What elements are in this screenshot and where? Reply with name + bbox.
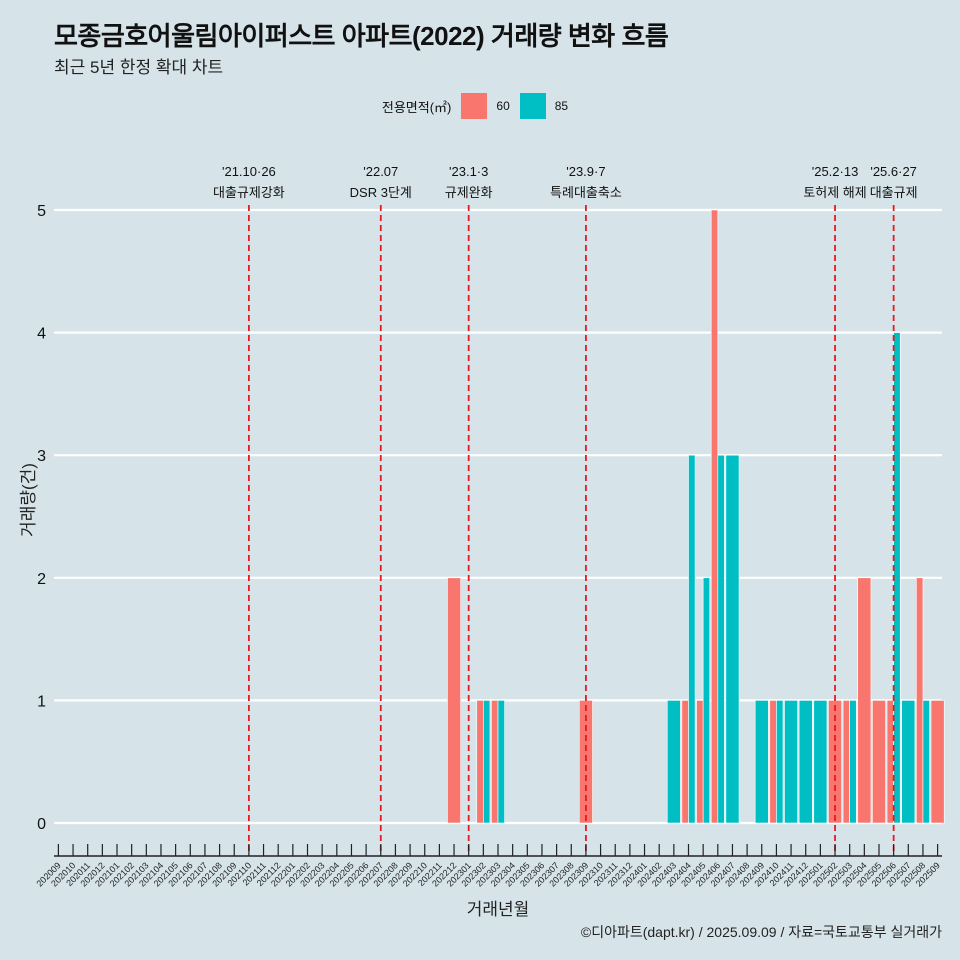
legend-item-85: 85 [519,93,569,119]
bar-60-202509 [930,700,945,824]
event-label-202207: DSR 3단계 [350,185,412,200]
bar-85-202503 [849,700,857,824]
legend-swatch-85 [519,93,546,119]
bar-60-202503 [842,700,850,824]
event-label-202301: 규제완화 [445,185,493,200]
chart-subtitle: 최근 5년 한정 확대 차트 [54,58,224,77]
bar-85-202406 [717,454,725,824]
source-caption: ©디아파트(dapt.kr) / 2025.09.09 / 자료=국토교통부 실… [580,924,942,940]
bar-60-202302 [476,700,484,824]
bar-60-202506 [886,700,894,824]
legend-title: 전용면적(㎡) [381,99,452,115]
event-date-202309: '23.9·7 [566,164,605,179]
bar-60-202504 [857,577,872,824]
bar-85-202303 [497,700,505,824]
bar-85-202404 [688,454,696,824]
bar-85-202407 [725,454,740,824]
y-axis-title: 거래량(건) [19,463,38,537]
event-label-202502: 토허제 해제 [803,185,866,200]
bar-85-202506 [893,332,901,824]
event-date-202207: '22.07 [363,164,398,179]
bar-85-202403 [666,700,681,824]
bar-85-202411 [784,700,798,824]
bar-85-202501 [813,700,828,824]
legend-swatch-60 [461,93,488,119]
bar-85-202507 [901,700,916,824]
bars [447,209,945,824]
event-date-202506: '25.6·27 [870,164,917,179]
legend: 전용면적(㎡) 60 85 [0,93,960,119]
event-date-202301: '23.1·3 [449,164,488,179]
y-tick-label: 0 [37,816,46,833]
bar-60-202410 [769,700,777,824]
bar-85-202405 [702,577,711,824]
y-tick-label: 1 [37,693,46,710]
chart-title: 모종금호어울림아이퍼스트 아파트(2022) 거래량 변화 흐름 [54,21,669,51]
bar-60-202405 [696,700,704,824]
bar-85-202410 [776,700,784,824]
bar-60-202303 [491,700,499,824]
y-tick-label: 4 [37,326,46,343]
bar-85-202302 [483,700,491,824]
bar-85-202412 [798,700,813,824]
y-tick-label: 5 [37,203,46,220]
bar-85-202409 [754,700,769,824]
y-tick-label: 3 [37,448,46,465]
bar-85-202508 [922,700,930,824]
bar-60-202212 [447,577,461,824]
x-axis-title: 거래년월 [467,900,530,919]
bar-60-202406 [710,209,719,824]
bar-60-202505 [872,700,886,824]
event-lines: '21.10·26 대출규제강화 '22.07 DSR 3단계 '23.1·3 규제완화 '… [213,164,918,854]
legend-label-60: 60 [496,99,510,113]
y-tick-label: 2 [37,571,46,588]
event-label-202110: 대출규제강화 [213,185,285,200]
legend-label-85: 85 [554,99,569,113]
bar-60-202404 [681,700,689,824]
event-label-202309: 특례대출축소 [550,185,622,200]
bar-60-202508 [916,577,924,824]
event-label-202506: 대출규제 [870,185,918,200]
event-date-202502: '25.2·13 [812,164,859,179]
legend-item-60: 60 [461,93,510,119]
event-date-202110: '21.10·26 [222,164,276,179]
